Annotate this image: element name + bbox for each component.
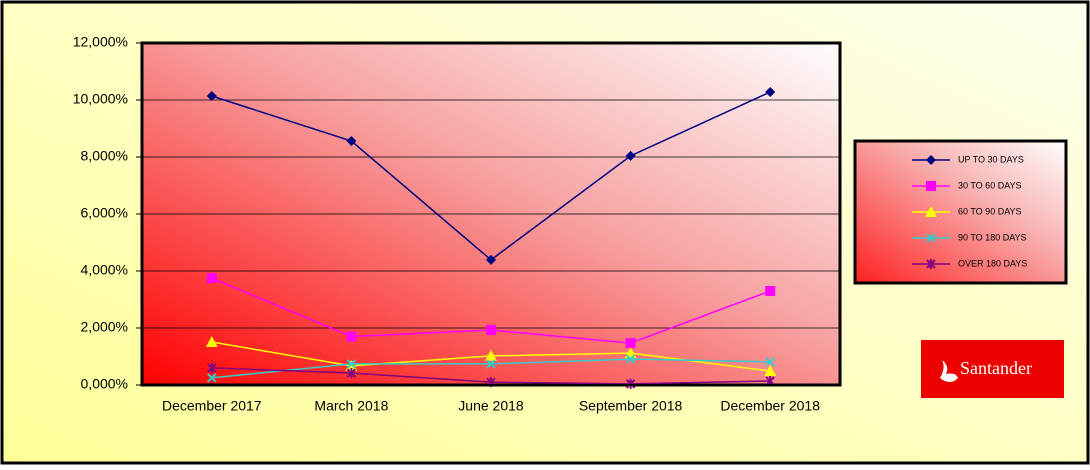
legend-label: UP TO 30 DAYS [958,154,1024,164]
legend-label: 90 TO 180 DAYS [958,232,1027,242]
y-tick-label: 8,000% [81,148,128,164]
y-tick-label: 12,000% [73,34,128,50]
marker [346,136,357,147]
marker [346,368,357,379]
x-tick-label: June 2018 [458,398,524,414]
marker [346,359,357,369]
legend-label: 30 TO 60 DAYS [958,180,1022,190]
marker [625,378,636,389]
marker [625,354,636,364]
marker [765,357,775,367]
marker [205,335,218,347]
x-tick-label: September 2018 [579,398,683,414]
marker [346,331,357,342]
marker [926,181,936,191]
legend-label: 60 TO 90 DAYS [958,206,1022,216]
y-tick-label: 10,000% [73,91,128,107]
marker [206,91,217,102]
x-tick-label: March 2018 [314,398,388,414]
marker [207,362,217,373]
marker [765,285,776,296]
y-tick-label: 6,000% [81,205,128,221]
legend-label: OVER 180 DAYS [958,258,1027,268]
marker [486,324,496,335]
y-tick-label: 0,000% [81,376,128,392]
y-tick-label: 2,000% [81,319,128,335]
marker [206,273,217,284]
marker [926,233,936,243]
y-tick-label: 4,000% [81,262,128,278]
marker [926,155,936,165]
marker [625,338,636,349]
marker [764,365,777,377]
marker [486,359,496,369]
x-tick-label: December 2018 [720,398,820,414]
x-tick-label: December 2017 [162,398,262,414]
legend [853,139,1068,285]
marker [625,150,636,161]
marker [207,373,217,383]
marker [486,254,496,265]
logo-text: Santander [960,358,1032,378]
marker [765,87,776,98]
marker [925,206,937,217]
marker [926,259,936,269]
marker [485,349,497,361]
logo-flame [940,360,958,382]
